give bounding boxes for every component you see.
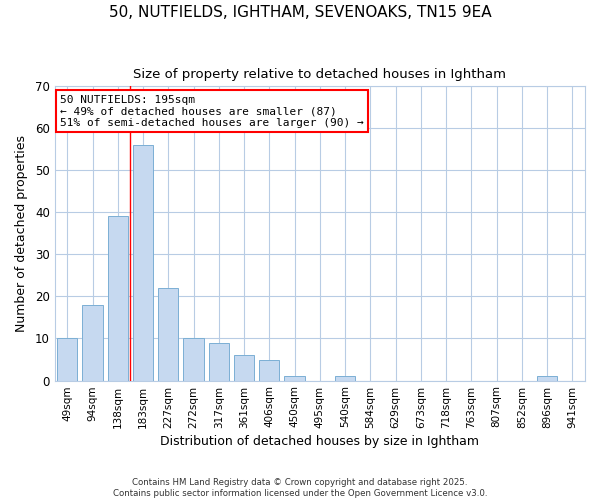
Bar	[259, 360, 280, 380]
Bar	[209, 342, 229, 380]
Bar	[284, 376, 305, 380]
Bar	[57, 338, 77, 380]
Bar	[133, 145, 153, 380]
Title: Size of property relative to detached houses in Ightham: Size of property relative to detached ho…	[133, 68, 506, 80]
Bar	[82, 305, 103, 380]
Bar	[234, 356, 254, 380]
Bar	[158, 288, 178, 380]
Y-axis label: Number of detached properties: Number of detached properties	[15, 134, 28, 332]
Bar	[537, 376, 557, 380]
Bar	[335, 376, 355, 380]
Text: 50 NUTFIELDS: 195sqm
← 49% of detached houses are smaller (87)
51% of semi-detac: 50 NUTFIELDS: 195sqm ← 49% of detached h…	[60, 94, 364, 128]
Text: Contains HM Land Registry data © Crown copyright and database right 2025.
Contai: Contains HM Land Registry data © Crown c…	[113, 478, 487, 498]
X-axis label: Distribution of detached houses by size in Ightham: Distribution of detached houses by size …	[160, 434, 479, 448]
Bar	[184, 338, 203, 380]
Text: 50, NUTFIELDS, IGHTHAM, SEVENOAKS, TN15 9EA: 50, NUTFIELDS, IGHTHAM, SEVENOAKS, TN15 …	[109, 5, 491, 20]
Bar	[108, 216, 128, 380]
